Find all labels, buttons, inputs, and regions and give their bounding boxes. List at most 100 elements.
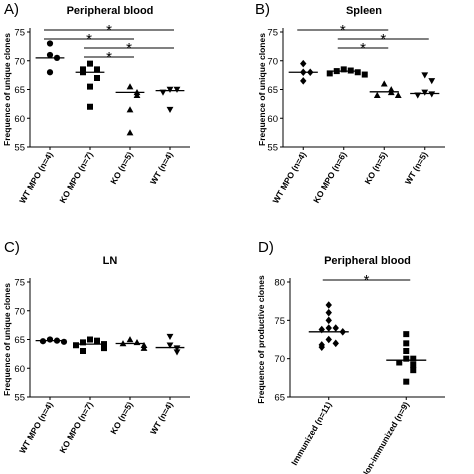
data-point [332,324,339,332]
data-point [119,340,127,347]
series-3 [115,336,148,351]
data-point [339,328,346,336]
y-tick-label: 75 [14,278,25,289]
significance-star: * [126,40,132,57]
y-axis-label: Frequence of productive clones [256,275,266,404]
data-point [318,325,325,334]
y-tick-label: 70 [14,56,25,67]
series-3 [369,80,402,98]
data-point [46,40,54,47]
data-point [53,54,61,61]
data-point [46,336,54,343]
x-tick-label: WT MPO (n=4) [17,400,55,455]
data-point [46,51,54,59]
data-point [325,335,332,344]
data-point [403,340,410,347]
series-3 [115,83,145,136]
x-tick-label: KO MPO (n=6) [311,150,348,205]
series-1 [35,40,65,76]
y-tick-label: 65 [274,393,285,404]
data-point [140,344,148,351]
x-tick-label: KO (n=5) [362,150,389,186]
data-point [80,339,86,346]
data-point [94,66,100,73]
data-point [325,301,332,309]
panel-title: Peripheral blood [67,5,154,17]
data-point [403,378,410,385]
data-point [410,367,417,374]
series-1 [35,336,68,345]
y-tick-label: 75 [14,28,25,39]
series-1 [308,301,349,351]
data-point [133,91,141,98]
data-point [403,331,410,338]
data-point [166,86,174,93]
series-4 [155,86,185,114]
panel-label: A) [4,1,19,18]
y-tick-label: 70 [267,56,278,67]
significance-star: * [360,40,366,57]
data-point [80,69,86,76]
data-point [414,92,422,99]
data-point [87,336,93,343]
data-point [166,333,174,341]
significance-star: * [106,22,112,39]
y-tick-label: 55 [14,143,25,154]
data-point [300,59,307,68]
y-tick-label: 60 [14,364,25,375]
data-point [166,342,174,349]
significance-star: * [340,22,346,39]
x-tick-label: WT (n=5) [403,150,430,186]
data-point [173,345,181,352]
y-tick-label: 75 [267,28,278,39]
data-point [80,348,86,354]
y-tick-label: 80 [274,278,285,289]
y-axis-label: Frequence of unique clones [2,283,12,396]
x-tick-label: WT MPO (n=4) [270,150,308,205]
data-point [325,324,332,332]
x-tick-label: WT (n=4) [148,150,175,186]
data-point [173,86,181,93]
y-tick-label: 65 [267,85,278,96]
data-point [394,91,402,98]
data-point [166,106,174,114]
data-point [347,67,354,74]
data-point [421,89,429,96]
data-point [39,338,47,345]
y-tick-label: 55 [267,143,278,154]
data-point [101,345,107,352]
y-tick-label: 55 [14,393,25,404]
series-1 [288,59,318,85]
y-tick-label: 70 [14,306,25,317]
series-4 [410,72,440,99]
y-axis-label: Frequence of unique clones [2,33,12,146]
series-4 [155,333,185,356]
data-point [126,106,134,113]
data-point [403,348,410,354]
x-tick-label: Immunized (n=11) [289,400,334,467]
x-tick-label: Non-immunized (n=9) [359,400,411,474]
data-point [361,71,368,78]
data-point [373,91,381,98]
y-tick-label: 75 [274,316,285,327]
y-axis-label: Frequence of unique clones [257,33,267,146]
data-point [325,316,332,325]
panel-title: LN [103,255,118,267]
significance-star: * [380,31,386,48]
data-point [428,78,436,85]
data-point [94,75,100,81]
data-point [126,83,134,90]
panel-title: Spleen [346,5,382,17]
y-tick-label: 70 [274,354,285,365]
data-point [387,88,395,96]
x-tick-label: WT MPO (n=4) [17,150,55,205]
data-point [159,89,167,96]
data-point [133,338,141,346]
data-point [87,83,93,90]
panel-label: D) [258,239,274,256]
significance-star: * [86,31,92,48]
series-2 [75,60,105,110]
